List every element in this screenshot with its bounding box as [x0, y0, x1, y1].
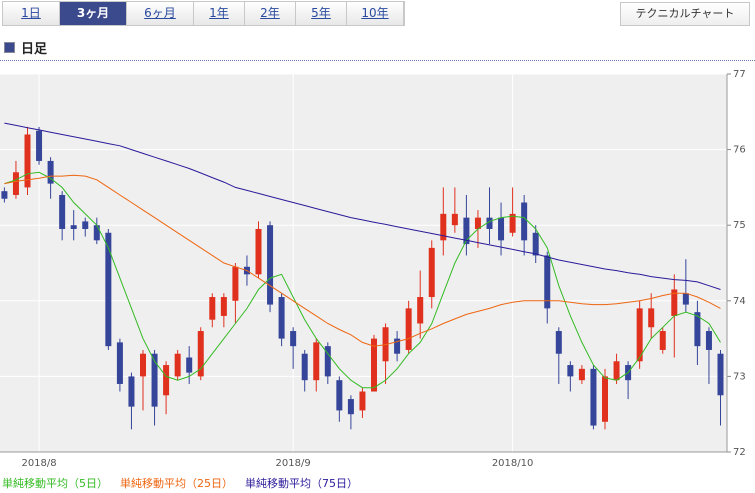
candle-body: [498, 217, 505, 241]
ma-line: [4, 174, 721, 347]
tab-bar: 1日 3ヶ月 6ヶ月 1年 2年 5年 10年: [2, 1, 405, 26]
heading: 日足: [4, 38, 47, 57]
tab[interactable]: 3ヶ月: [60, 2, 127, 25]
tab[interactable]: 1日: [3, 2, 60, 25]
tab[interactable]: 5年: [296, 2, 347, 25]
candle-body: [417, 297, 424, 324]
candle-body: [220, 297, 227, 316]
candle-body: [648, 308, 655, 328]
candle-body: [613, 361, 620, 381]
candle-body: [209, 297, 216, 320]
candle-body: [313, 342, 320, 381]
candle-body: [151, 353, 158, 407]
candle-body: [12, 172, 19, 195]
candle-body: [59, 194, 66, 229]
button-label[interactable]: テクニカルチャート: [635, 7, 735, 20]
candle-body: [486, 217, 493, 229]
candle-body: [532, 232, 539, 256]
x-tick-label: 2018/8: [21, 458, 56, 469]
tab[interactable]: 2年: [245, 2, 296, 25]
candle-body: [93, 225, 100, 241]
candle-body: [717, 353, 724, 396]
candle-body: [394, 338, 401, 354]
tab[interactable]: 1年: [194, 2, 245, 25]
candle-body: [578, 368, 585, 381]
candle-body: [474, 217, 481, 229]
candle-body: [255, 228, 262, 275]
technical-chart-button[interactable]: テクニカルチャート: [620, 2, 750, 26]
candle-body: [267, 225, 274, 305]
legend-entry: 単純移動平均（25日）: [120, 476, 233, 490]
candle-body: [636, 308, 643, 362]
legend-entry: 単純移動平均（75日）: [245, 476, 358, 490]
candle-body: [428, 247, 435, 298]
candle-body: [24, 134, 31, 188]
candle-body: [509, 213, 516, 233]
tab[interactable]: 6ヶ月: [127, 2, 194, 25]
candle-body: [371, 338, 377, 392]
y-tick-label: 73: [733, 371, 746, 382]
candle-body: [705, 331, 712, 350]
candle-body: [128, 376, 135, 407]
candle-body: [116, 342, 123, 384]
candle-body: [544, 255, 551, 309]
candle-body: [682, 293, 689, 305]
candle-body: [694, 312, 701, 347]
candle-body: [232, 266, 239, 301]
candle-body: [602, 376, 608, 422]
y-tick-label: 75: [733, 220, 746, 231]
candle-body: [359, 391, 366, 411]
ma-line: [4, 171, 721, 389]
candle-body: [659, 331, 666, 350]
candle-body: [671, 289, 678, 316]
candle-body: [36, 130, 43, 161]
candle-body: [290, 331, 297, 347]
candle-body: [47, 160, 54, 184]
candle-body: [521, 202, 528, 241]
candle-body: [105, 232, 112, 347]
candle-body: [278, 297, 285, 339]
heading-text: 日足: [21, 42, 48, 57]
candle-body: [590, 368, 597, 426]
y-tick-label: 74: [733, 296, 746, 307]
candle-body: [440, 213, 447, 241]
candle-body: [197, 331, 204, 377]
candle-body: [555, 331, 562, 354]
candle-body: [405, 308, 412, 350]
y-tick-label: 76: [733, 145, 746, 156]
candle-body: [82, 221, 89, 229]
candle-body: [463, 217, 470, 245]
candle-body: [186, 357, 193, 373]
tab[interactable]: 10年: [347, 2, 404, 25]
candle-body: [451, 213, 458, 226]
y-tick-label: 77: [733, 69, 746, 80]
x-tick-label: 2018/10: [492, 458, 534, 469]
separator: [0, 60, 755, 61]
candle-body: [567, 365, 574, 377]
x-tick-label: 2018/9: [276, 458, 311, 469]
legend-entry: 単純移動平均（5日）: [2, 476, 108, 490]
candle-body: [70, 225, 77, 229]
candle-body: [301, 353, 308, 381]
candle-body: [163, 365, 170, 396]
candle-body: [347, 399, 354, 415]
candle-body: [336, 380, 343, 411]
candle-body: [1, 191, 8, 199]
candle-body: [174, 353, 181, 377]
ma-line: [4, 122, 721, 290]
candle-body: [324, 346, 331, 377]
candle-body: [140, 353, 146, 377]
y-tick-label: 72: [733, 447, 746, 458]
